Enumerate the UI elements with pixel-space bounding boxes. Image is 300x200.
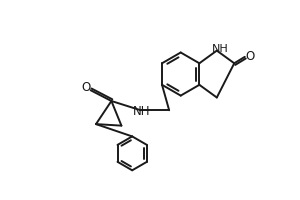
Text: O: O [245,50,255,63]
Text: NH: NH [212,44,229,54]
Text: NH: NH [133,105,150,118]
Text: O: O [81,81,91,94]
